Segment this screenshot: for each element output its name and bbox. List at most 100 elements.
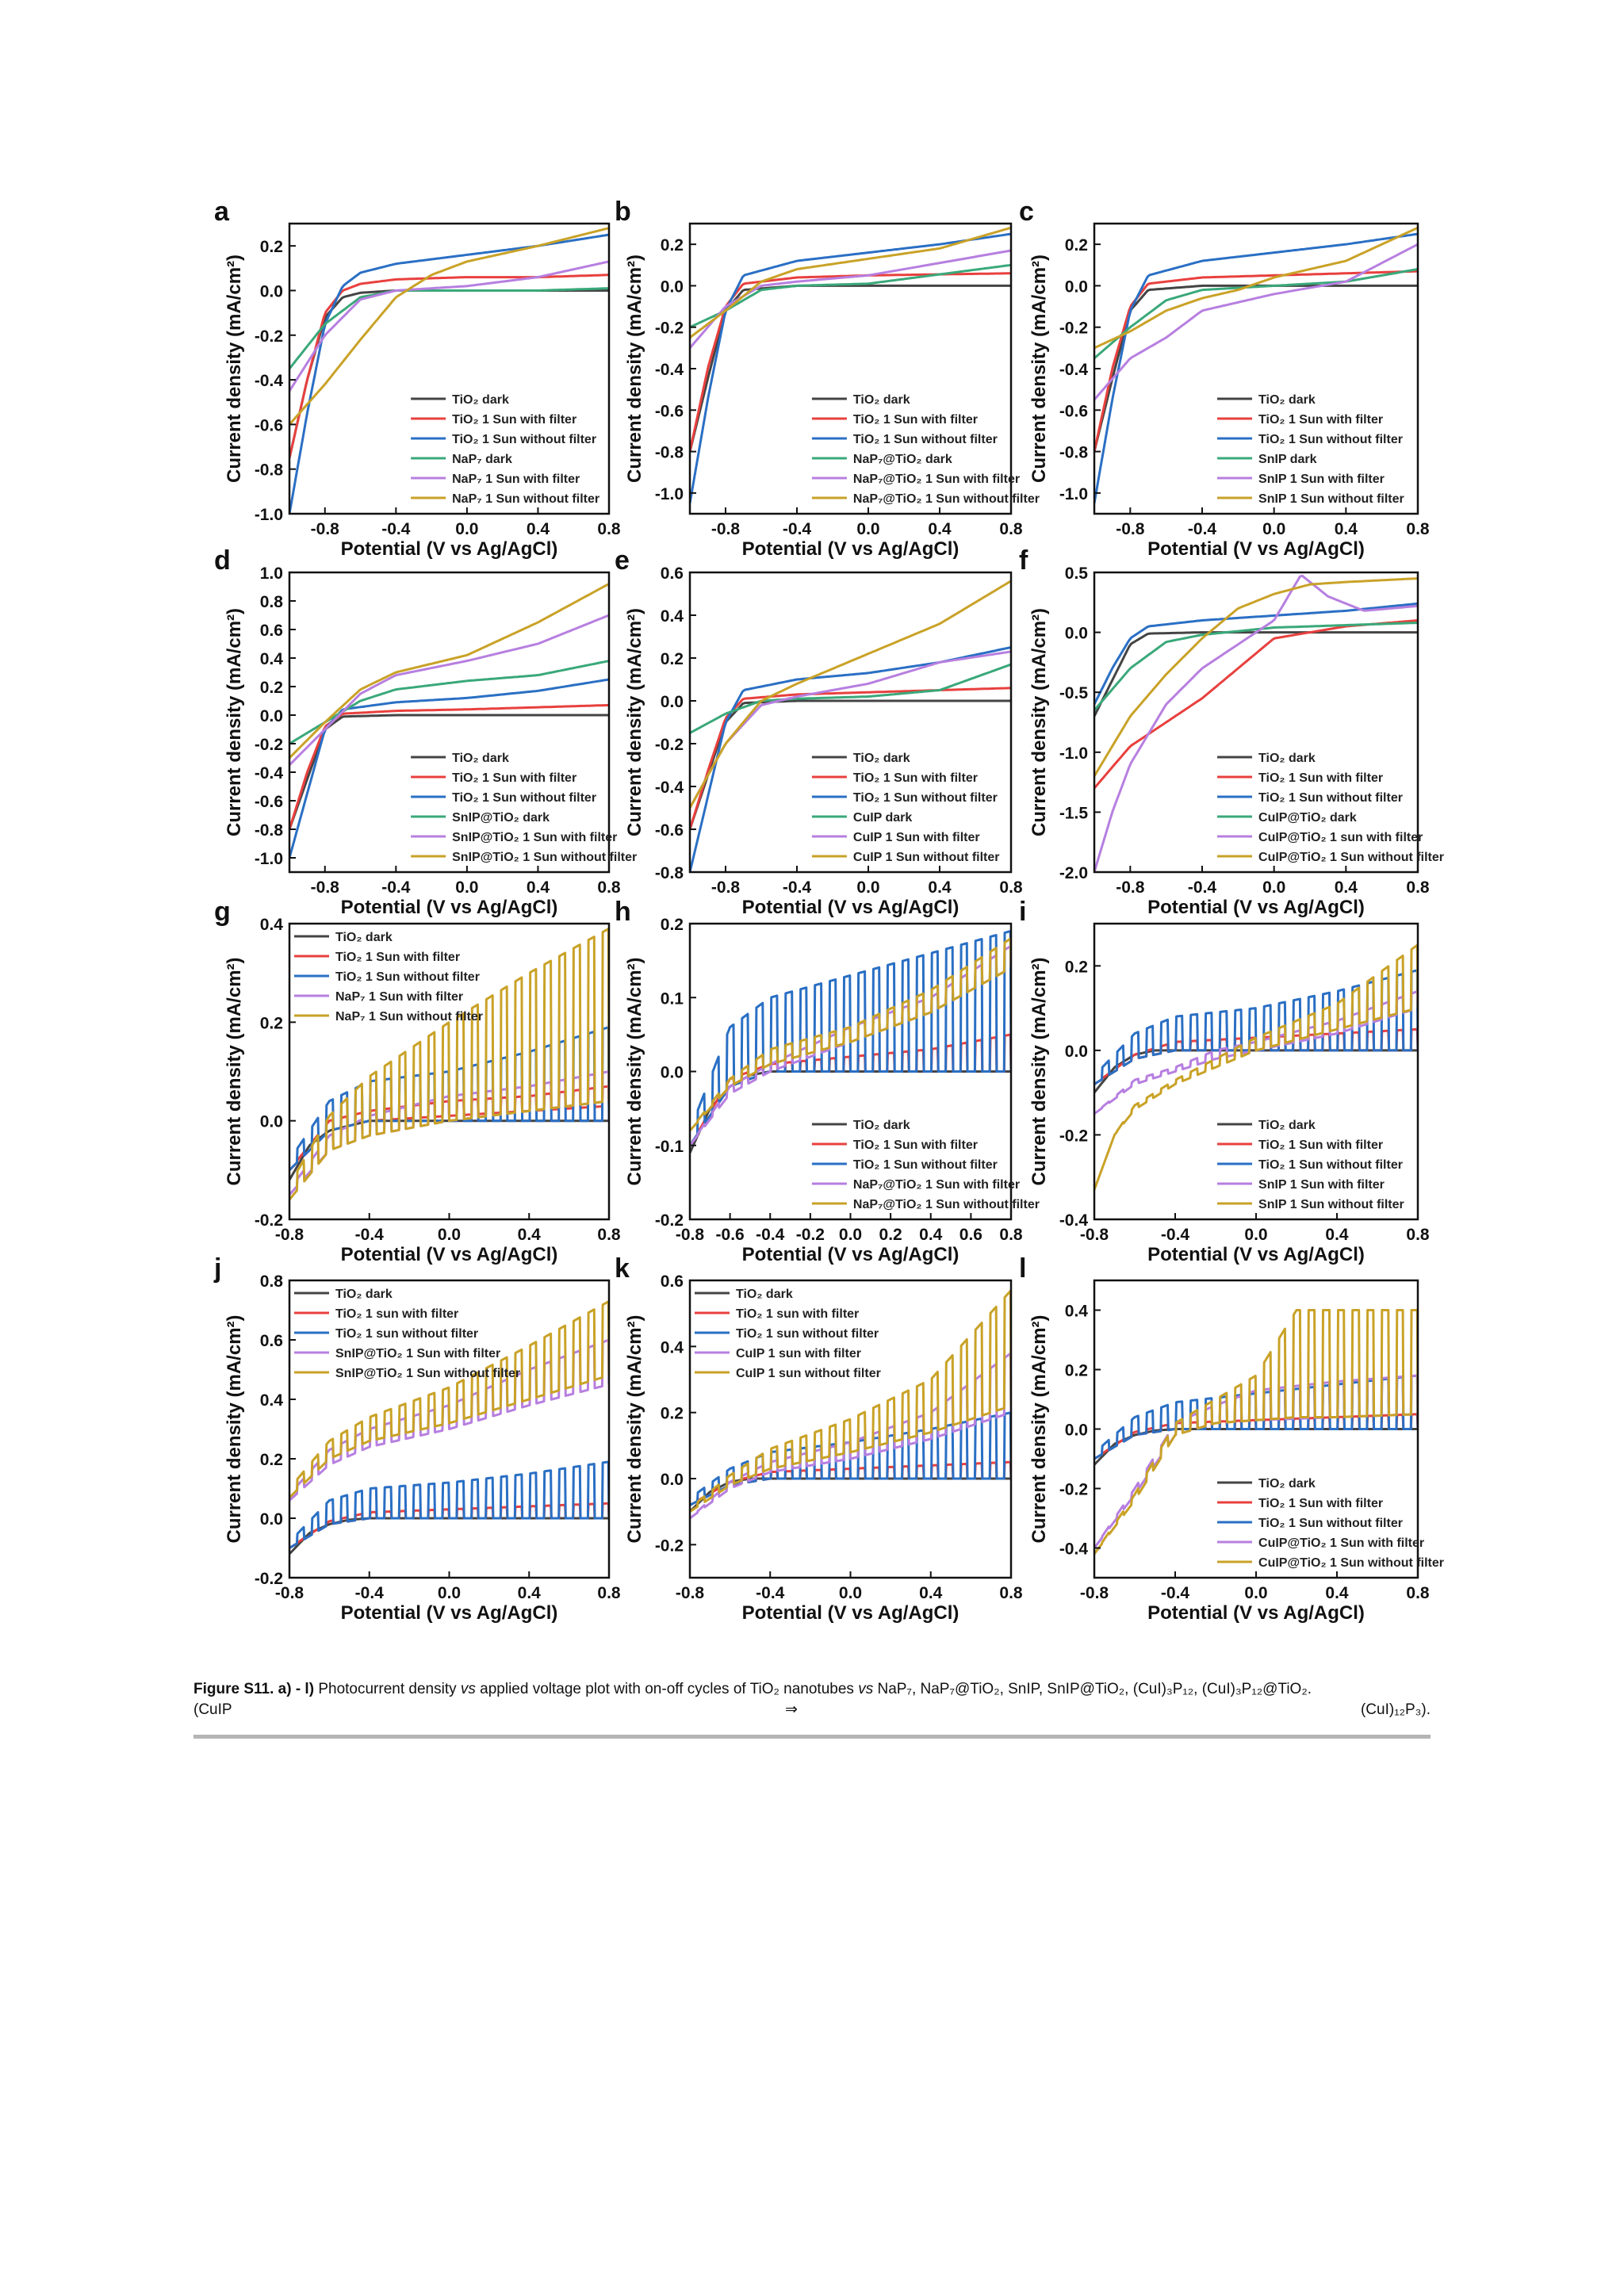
- series-line: [690, 699, 1011, 830]
- series-line: [1094, 243, 1418, 401]
- x-axis-label: Potential (V vs Ag/AgCl): [341, 1244, 558, 1265]
- plot-area: [1094, 1309, 1418, 1555]
- panel-l: l 0.4 0.2 0.0 -0.2 -0.4 -0.8 -0.4 0.0 0.4 0.8 Poten…: [1019, 1253, 1444, 1624]
- series-line: [690, 650, 1011, 809]
- y-tick-label: 0.2: [260, 1014, 283, 1032]
- legend-label: TiO₂ 1 Sun with filter: [853, 413, 978, 427]
- series-line: [289, 714, 609, 830]
- legend-label: TiO₂ dark: [452, 752, 509, 765]
- legend-label: TiO₂ 1 Sun without filter: [853, 1158, 998, 1172]
- x-tick-label: 0.0: [455, 520, 478, 538]
- series-line: [690, 226, 1011, 339]
- y-axis-label: Current density (mA/cm²): [624, 254, 645, 483]
- x-tick-label: -0.8: [1080, 1584, 1109, 1602]
- legend-label: TiO₂ 1 Sun with filter: [335, 951, 460, 964]
- series-line: [690, 937, 1011, 1132]
- series-line: [289, 583, 609, 760]
- x-tick-label: 0.0: [1244, 1584, 1267, 1602]
- y-tick-label: 0.0: [1065, 277, 1088, 296]
- x-axis-label: Potential (V vs Ag/AgCl): [1147, 1244, 1365, 1265]
- y-axis-label: Current density (mA/cm²): [1028, 1314, 1050, 1543]
- panel-letter: l: [1019, 1253, 1026, 1284]
- series-line: [690, 1411, 1011, 1506]
- x-axis-label: Potential (V vs Ag/AgCl): [742, 1602, 959, 1624]
- y-tick-label: -0.2: [655, 320, 684, 338]
- panel-j: j 0.8 0.6 0.4 0.2 0.0 -0.2-0.8 -0.4 0.0 0.4 0.8 Pot…: [213, 1253, 621, 1624]
- panel-letter: i: [1019, 897, 1026, 927]
- y-tick-label: -0.6: [1059, 402, 1088, 420]
- x-tick-label: -0.4: [756, 1226, 785, 1244]
- x-tick-label: -0.4: [783, 520, 812, 538]
- y-tick-label: -0.2: [1059, 1481, 1088, 1499]
- panel-h: h 0.20.10.0-0.1-0.2-0.8 -0.6 -0.4 -0.2 0.0 0.2…: [615, 897, 1040, 1265]
- legend-label: NaP₇@TiO₂ 1 Sun without filter: [853, 492, 1040, 506]
- x-tick-label: -0.4: [783, 878, 812, 897]
- x-axis-label: Potential (V vs Ag/AgCl): [1147, 897, 1365, 918]
- x-tick-label: 0.0: [438, 1226, 461, 1244]
- series-line: [690, 663, 1011, 734]
- caption-text: applied voltage plot with on-off cycles …: [475, 1681, 859, 1697]
- y-tick-label: 0.8: [260, 1272, 284, 1291]
- y-tick-label: 0.2: [260, 679, 283, 697]
- series-line: [289, 703, 609, 830]
- y-tick-label: 0.0: [260, 282, 283, 300]
- x-tick-label: -0.2: [796, 1226, 825, 1244]
- panel-letter: c: [1019, 197, 1034, 227]
- x-tick-label: 0.8: [999, 520, 1023, 538]
- x-tick-label: 0.4: [1335, 878, 1358, 897]
- x-tick-label: -0.4: [1188, 878, 1217, 897]
- series-line: [1094, 622, 1418, 711]
- legend-label: TiO₂ 1 Sun without filter: [1258, 791, 1403, 805]
- y-tick-label: 0.0: [661, 1471, 684, 1489]
- x-tick-label: -0.8: [275, 1226, 304, 1244]
- series-line: [289, 1460, 609, 1549]
- x-axis-label: Potential (V vs Ag/AgCl): [742, 538, 959, 560]
- x-tick-label: 0.8: [999, 1584, 1023, 1602]
- axes-frame: [1093, 922, 1419, 1221]
- x-tick-label: -0.8: [711, 878, 741, 897]
- y-tick-label: 0.6: [661, 564, 684, 583]
- legend-label: NaP₇@TiO₂ 1 Sun without filter: [853, 1198, 1040, 1211]
- y-tick-label: 1.0: [260, 564, 283, 583]
- series-line: [289, 614, 609, 767]
- y-tick-label: 0.8: [260, 593, 284, 611]
- x-tick-label: 0.8: [597, 1226, 621, 1244]
- legend-label: TiO₂ 1 Sun with filter: [1258, 771, 1383, 785]
- legend-label: CuIP 1 Sun without filter: [853, 851, 1000, 864]
- series-line: [690, 930, 1011, 1146]
- x-tick-label: -0.4: [1161, 1226, 1190, 1244]
- legend-label: TiO₂ dark: [452, 393, 509, 407]
- y-tick-label: 0.4: [661, 1338, 684, 1357]
- series-line: [1094, 619, 1418, 790]
- panel-g: g 0.4 0.2 0.0 -0.2-0.8 -0.4 0.0 0.4 0.8 Potential…: [214, 897, 621, 1265]
- y-tick-label: 0.1: [661, 989, 684, 1008]
- y-tick-label: 0.2: [1065, 1362, 1088, 1380]
- panel-letter: e: [615, 545, 630, 576]
- series-line: [1094, 577, 1418, 777]
- x-tick-label: -0.4: [381, 520, 411, 538]
- legend-label: CuIP@TiO₂ 1 Sun without filter: [1258, 851, 1444, 864]
- legend-label: NaP₇@TiO₂ 1 Sun with filter: [853, 1178, 1020, 1192]
- y-tick-label: -1.0: [1059, 744, 1088, 763]
- legend-label: NaP₇ 1 Sun without filter: [335, 1010, 483, 1024]
- y-tick-label: -0.8: [655, 864, 684, 882]
- panel-letter: g: [214, 897, 231, 927]
- panel-letter: f: [1019, 545, 1028, 576]
- y-tick-label: 0.6: [661, 1272, 684, 1291]
- x-tick-label: -0.8: [311, 878, 340, 897]
- legend-label: TiO₂ 1 Sun with filter: [452, 771, 576, 785]
- series-line: [690, 232, 1011, 504]
- y-tick-label: 0.0: [260, 707, 283, 725]
- x-tick-label: -0.4: [756, 1584, 785, 1602]
- series-line: [1094, 226, 1418, 350]
- x-tick-label: 0.0: [438, 1584, 461, 1602]
- y-tick-label: -0.6: [255, 793, 283, 811]
- y-tick-label: -2.0: [1059, 864, 1088, 882]
- plot-area: [690, 1289, 1011, 1520]
- legend-label: TiO₂ 1 Sun with filter: [452, 413, 576, 427]
- legend-label: TiO₂ dark: [335, 1288, 393, 1301]
- y-axis-label: Current density (mA/cm²): [224, 1314, 245, 1543]
- legend-label: TiO₂ 1 Sun with filter: [853, 771, 978, 785]
- x-tick-label: 0.4: [1325, 1226, 1349, 1244]
- y-axis-label: Current density (mA/cm²): [224, 254, 245, 483]
